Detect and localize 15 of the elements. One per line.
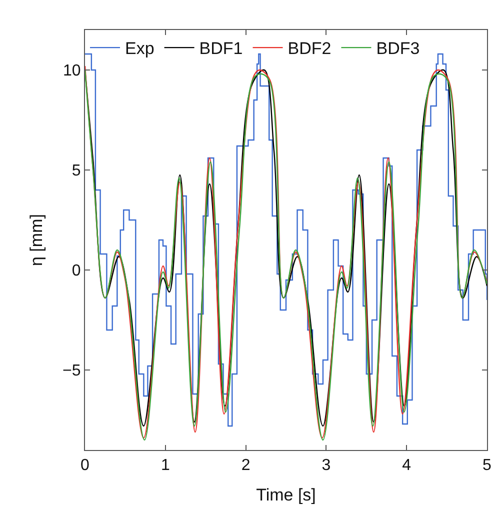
- y-tick-label: −5: [62, 362, 81, 380]
- y-tick-label: 10: [63, 62, 81, 80]
- x-tick-label: 3: [322, 457, 331, 474]
- legend-label: BDF2: [288, 39, 332, 58]
- x-tick-label: 2: [241, 457, 250, 474]
- x-tick-label: 4: [402, 457, 412, 474]
- y-tick-label: 5: [72, 162, 81, 180]
- x-tick-label: 5: [482, 457, 492, 474]
- y-tick-label: 0: [72, 262, 81, 280]
- legend-label: BDF3: [376, 39, 420, 58]
- x-tick-label: 1: [160, 457, 170, 474]
- x-axis-title: Time [s]: [256, 486, 316, 505]
- legend-label: Exp: [125, 39, 154, 58]
- y-axis-title: η [mm]: [27, 214, 46, 266]
- legend-label: BDF1: [199, 39, 243, 58]
